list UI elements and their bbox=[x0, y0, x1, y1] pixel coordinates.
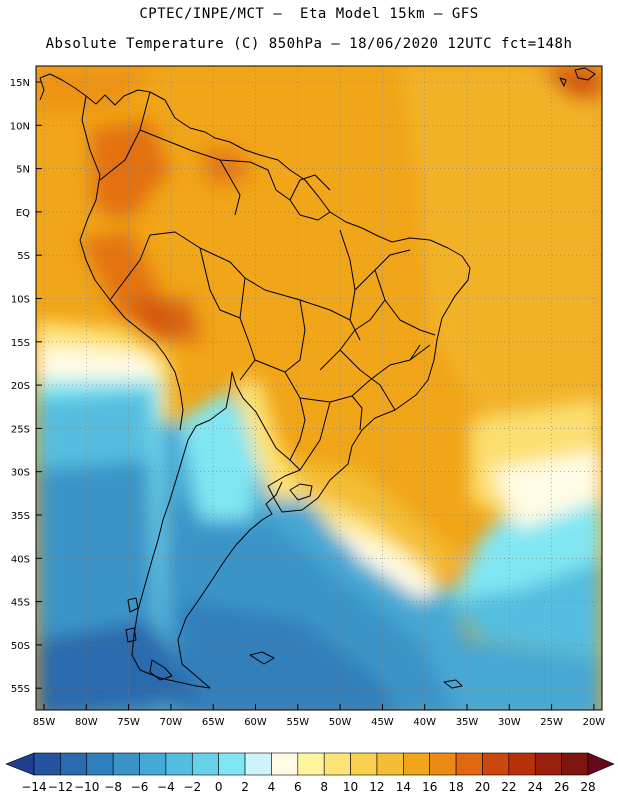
colorbar-label: 12 bbox=[369, 780, 384, 794]
colorbar-box bbox=[403, 752, 431, 776]
plot-frame bbox=[35, 65, 603, 711]
colorbar-box bbox=[561, 752, 589, 776]
colorbar-box bbox=[112, 752, 140, 776]
colorbar-label: 22 bbox=[501, 780, 516, 794]
colorbar-label: −6 bbox=[131, 780, 149, 794]
colorbar-label: −10 bbox=[74, 780, 99, 794]
lat-label: 55S bbox=[11, 684, 30, 695]
colorbar-label: −12 bbox=[48, 780, 73, 794]
colorbar-box bbox=[60, 752, 88, 776]
lat-label: 20S bbox=[11, 381, 30, 392]
colorbar-label: 0 bbox=[215, 780, 223, 794]
colorbar-label: −2 bbox=[183, 780, 201, 794]
colorbar-box bbox=[191, 752, 219, 776]
colorbar-label: 2 bbox=[241, 780, 249, 794]
lon-label: 50W bbox=[329, 717, 352, 728]
lon-label: 45W bbox=[371, 717, 394, 728]
lon-label: 85W bbox=[33, 717, 56, 728]
lon-label: 80W bbox=[75, 717, 98, 728]
colorbar-label: 4 bbox=[268, 780, 276, 794]
colorbar-box bbox=[508, 752, 536, 776]
lat-label: 35S bbox=[11, 511, 30, 522]
lat-label: 10N bbox=[10, 121, 30, 132]
colorbar-label: 10 bbox=[343, 780, 358, 794]
lat-label: 10S bbox=[11, 295, 30, 306]
colorbar-label: 16 bbox=[422, 780, 437, 794]
title-line-2: Absolute Temperature (C) 850hPa — 18/06/… bbox=[45, 36, 573, 52]
colorbar-box bbox=[244, 752, 272, 776]
colorbar-label: −4 bbox=[157, 780, 175, 794]
colorbar-box bbox=[376, 752, 404, 776]
colorbar-boxes bbox=[5, 752, 615, 776]
colorbar-label: 20 bbox=[475, 780, 490, 794]
lon-label: 60W bbox=[244, 717, 267, 728]
colorbar: −14 −12 −10 −8 −6 −4 −2 0 2 4 6 8 10 12 14 16 18 20 22 24 26… bbox=[5, 752, 615, 794]
lat-label: 5S bbox=[17, 251, 30, 262]
lat-label: 5N bbox=[16, 165, 30, 176]
lat-label: 15S bbox=[11, 338, 30, 349]
lon-label: 25W bbox=[540, 717, 563, 728]
colorbar-label: 18 bbox=[448, 780, 463, 794]
lon-label: 65W bbox=[202, 717, 225, 728]
colorbar-box bbox=[429, 752, 457, 776]
colorbar-box bbox=[534, 752, 562, 776]
colorbar-box bbox=[297, 752, 325, 776]
colorbar-labels: −14 −12 −10 −8 −6 −4 −2 0 2 4 6 8 10 12 14 16 18 20 22 24 26… bbox=[21, 780, 595, 794]
colorbar-label: −8 bbox=[104, 780, 122, 794]
lat-label: 25S bbox=[11, 424, 30, 435]
lat-label: 50S bbox=[11, 641, 30, 652]
colorbar-label: 14 bbox=[396, 780, 411, 794]
longitude-labels: 85W 80W 75W 70W 65W 60W 55W 50W 45W 40W 35W 30W 25W 2… bbox=[33, 704, 606, 728]
colorbar-label: 24 bbox=[528, 780, 543, 794]
colorbar-box bbox=[86, 752, 114, 776]
lon-label: 35W bbox=[456, 717, 479, 728]
colorbar-label: −14 bbox=[21, 780, 46, 794]
colorbar-arrow-right bbox=[587, 752, 615, 776]
colorbar-box bbox=[271, 752, 299, 776]
colorbar-box bbox=[218, 752, 246, 776]
colorbar-arrow-left bbox=[5, 752, 35, 776]
lon-label: 70W bbox=[160, 717, 183, 728]
colorbar-label: 28 bbox=[580, 780, 595, 794]
latitude-labels: 15N 10N 5N EQ 5S 10S 15S 20S 25S 30S 35S 40S 45S 50S 5… bbox=[10, 78, 42, 695]
lat-label: 40S bbox=[11, 554, 30, 565]
colorbar-box bbox=[33, 752, 61, 776]
colorbar-label: 8 bbox=[320, 780, 328, 794]
colorbar-box bbox=[455, 752, 483, 776]
lon-label: 40W bbox=[413, 717, 436, 728]
colorbar-box bbox=[139, 752, 167, 776]
temperature-field bbox=[36, 66, 602, 710]
colorbar-box bbox=[323, 752, 351, 776]
coastlines bbox=[39, 67, 596, 689]
lon-label: 20W bbox=[583, 717, 606, 728]
lon-label: 55W bbox=[286, 717, 309, 728]
colorbar-box bbox=[165, 752, 193, 776]
lon-label: 75W bbox=[117, 717, 140, 728]
lon-label: 30W bbox=[498, 717, 521, 728]
colorbar-label: 6 bbox=[294, 780, 302, 794]
colorbar-box bbox=[350, 752, 378, 776]
lat-label: 15N bbox=[10, 78, 30, 89]
lat-label: 45S bbox=[11, 598, 30, 609]
colorbar-box bbox=[482, 752, 510, 776]
colorbar-label: 26 bbox=[554, 780, 569, 794]
lat-label: 30S bbox=[11, 468, 30, 479]
title-line-1: CPTEC/INPE/MCT — Eta Model 15km — GFS bbox=[139, 6, 479, 22]
lat-label: EQ bbox=[16, 208, 30, 219]
